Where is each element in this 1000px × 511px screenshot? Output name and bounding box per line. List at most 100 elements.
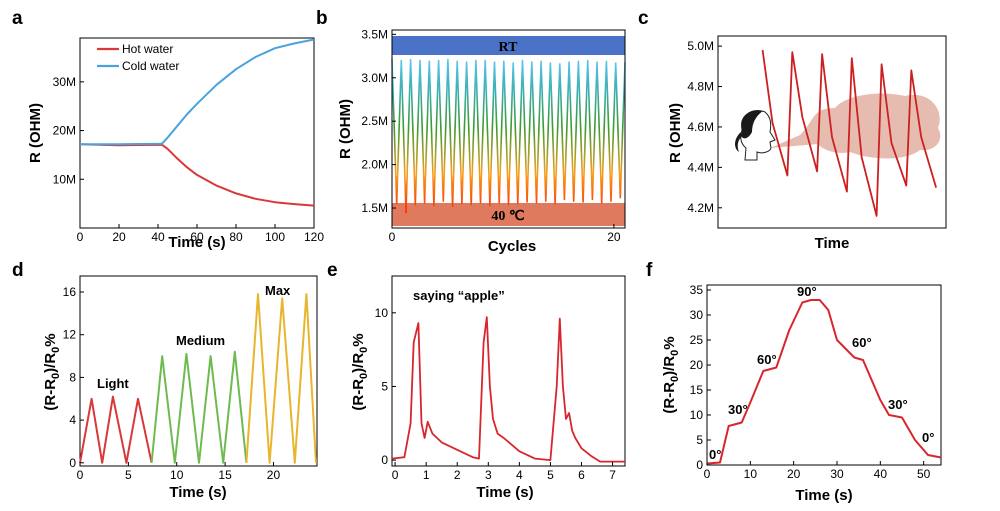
x-tick-label: 5	[125, 468, 132, 482]
x-tick-label: 0	[77, 230, 84, 244]
x-tick-label: 1	[423, 468, 430, 482]
y-tick-label: 12	[63, 328, 77, 342]
x-tick-label: 10	[170, 468, 184, 482]
y-tick-label: 3.5M	[361, 27, 388, 41]
band-40c-label: 40 ℃	[491, 209, 525, 224]
series-bending-angle	[706, 299, 942, 465]
chart-b-xlabel: Cycles	[488, 238, 536, 255]
annotation-30-deg-up: 30°	[728, 402, 748, 417]
annotation-0-deg-start: 0°	[709, 447, 721, 462]
chart-b-ticks: 0 20 1.5M 2.0M 2.5M 3.0M 3.5M	[361, 27, 621, 244]
x-tick-label: 7	[609, 468, 616, 482]
x-tick-label: 30	[830, 467, 844, 481]
x-tick-label: 40	[151, 230, 165, 244]
chart-f-frame	[706, 284, 942, 466]
y-tick-label: 4.2M	[687, 201, 714, 215]
band-rt-label: RT	[499, 40, 519, 55]
x-tick-label: 20	[267, 468, 281, 482]
chart-e-series-group	[391, 316, 625, 463]
y-tick-label: 4.4M	[687, 160, 714, 174]
y-tick-label: 1.5M	[361, 201, 388, 215]
series-max	[245, 293, 317, 464]
panel-letter-c: c	[638, 8, 649, 29]
y-tick-label: 5.0M	[687, 39, 714, 53]
y-tick-label: 10	[690, 408, 704, 422]
chart-d-ticks: 0 5 10 15 20 0 4 8 12 16	[63, 285, 281, 482]
chart-f-ylabel: (R-R0)/R0%	[661, 336, 681, 413]
y-tick-label: 30	[690, 308, 704, 322]
y-tick-label: 5	[381, 379, 388, 393]
chart-b-ylabel: R (OHM)	[337, 99, 354, 159]
y-tick-label: 5	[696, 433, 703, 447]
chart-e-ticks: 0 1 2 3 4 5 6 7 0 5 10	[375, 306, 617, 482]
chart-f-series-group	[706, 299, 942, 465]
chart-c-series-group	[761, 49, 937, 217]
chart-a-series-group	[79, 38, 315, 207]
x-tick-label: 15	[218, 468, 232, 482]
band-40c	[392, 203, 625, 226]
annotation-60-deg-up: 60°	[757, 352, 777, 367]
chart-a-xlabel: Time (s)	[168, 234, 225, 251]
chart-e-frame	[391, 275, 626, 467]
chart-e-ylabel: (R-R0)/R0%	[350, 333, 370, 410]
y-tick-label: 0	[381, 453, 388, 467]
series-apple-speech	[391, 316, 625, 463]
x-tick-label: 100	[265, 230, 285, 244]
x-tick-label: 6	[578, 468, 585, 482]
annotation-medium: Medium	[176, 333, 225, 348]
y-tick-label: 20M	[53, 124, 76, 138]
y-tick-label: 2.0M	[361, 158, 388, 172]
chart-a-ticks: 0 20 40 60 80 100 120 10M 20M 30M	[53, 75, 325, 244]
chart-a: 0 20 40 60 80 100 120 10M 20M 30M Hot water Cold …	[27, 37, 325, 251]
x-tick-label: 20	[112, 230, 126, 244]
panel-letter-b: b	[316, 8, 328, 29]
series-hot-water	[79, 143, 315, 207]
y-tick-label: 3.0M	[361, 71, 388, 85]
band-rt	[392, 36, 625, 55]
x-tick-label: 0	[77, 468, 84, 482]
y-tick-label: 4.6M	[687, 120, 714, 134]
y-tick-label: 35	[690, 283, 704, 297]
x-tick-label: 3	[485, 468, 492, 482]
y-tick-label: 30M	[53, 75, 76, 89]
x-tick-label: 0	[389, 230, 396, 244]
annotation-saying-apple: saying “apple”	[413, 288, 505, 303]
breath-illustration	[735, 93, 941, 161]
panel-letter-f: f	[646, 260, 653, 281]
chart-d-series-group	[79, 293, 317, 464]
chart-a-ylabel: R (OHM)	[27, 103, 44, 163]
x-tick-label: 120	[304, 230, 324, 244]
chart-c-xlabel: Time	[815, 235, 850, 252]
legend-label-cold-water: Cold water	[122, 59, 179, 73]
annotation-max: Max	[265, 283, 291, 298]
y-tick-label: 4.8M	[687, 80, 714, 94]
series-cycling-resistance	[391, 58, 626, 214]
chart-f: 0 10 20 30 40 50 0 5 10 15 20 25 30 35 0° 30° 60° 90°…	[661, 283, 942, 504]
y-tick-label: 20	[690, 358, 704, 372]
x-tick-label: 40	[874, 467, 888, 481]
chart-c-frame	[717, 35, 947, 229]
panel-letter-d: d	[12, 260, 24, 281]
annotation-light: Light	[97, 376, 129, 391]
x-tick-label: 60	[190, 230, 204, 244]
x-tick-label: 20	[607, 230, 621, 244]
x-tick-label: 0	[704, 467, 711, 481]
chart-c: 4.2M 4.4M 4.6M 4.8M 5.0M Time R (OHM)	[667, 35, 947, 252]
y-tick-label: 2.5M	[361, 114, 388, 128]
y-tick-label: 15	[690, 383, 704, 397]
series-light	[79, 395, 153, 464]
breath-cloud	[770, 93, 941, 159]
annotation-30-deg-down: 30°	[888, 397, 908, 412]
x-tick-label: 80	[229, 230, 243, 244]
chart-a-legend: Hot water Cold water	[97, 42, 179, 73]
y-tick-label: 16	[63, 285, 77, 299]
annotation-60-deg-down: 60°	[852, 335, 872, 350]
series-medium	[150, 350, 248, 464]
x-tick-label: 10	[744, 467, 758, 481]
chart-b-series-group	[391, 58, 626, 214]
chart-b-frame	[391, 29, 626, 229]
x-tick-label: 20	[787, 467, 801, 481]
x-tick-label: 0	[392, 468, 399, 482]
chart-c-ylabel: R (OHM)	[667, 103, 684, 163]
